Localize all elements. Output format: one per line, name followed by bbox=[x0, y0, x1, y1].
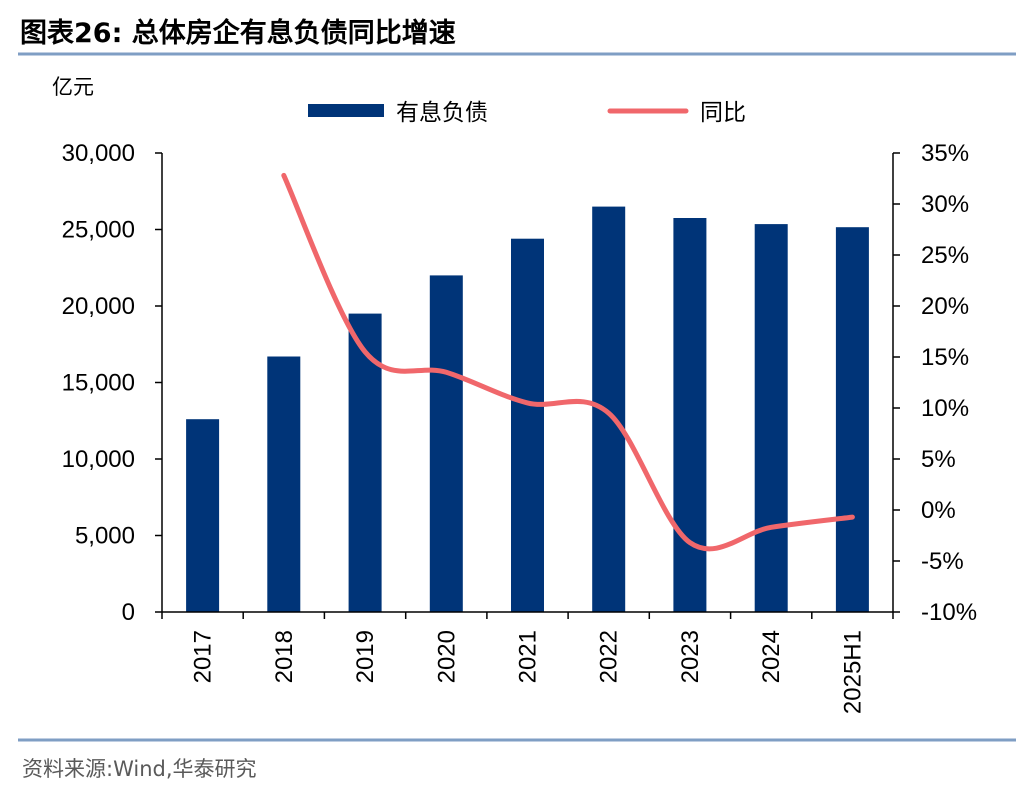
bar-2018 bbox=[267, 356, 301, 612]
x-label-2024: 2024 bbox=[758, 630, 785, 683]
x-label-2021: 2021 bbox=[515, 630, 542, 683]
right-tick-label: 10% bbox=[921, 395, 969, 422]
left-tick-label: 25,000 bbox=[62, 217, 135, 244]
right-axis-ticks: -10% -5% 0% 5% 10% 15% 20% 25% 30% 35% bbox=[893, 140, 977, 626]
x-label-2023: 2023 bbox=[677, 630, 704, 683]
bar-2024 bbox=[754, 224, 788, 612]
legend-bar-label: 有息负债 bbox=[396, 100, 488, 126]
x-label-2017: 2017 bbox=[190, 630, 217, 683]
bar-2022 bbox=[592, 206, 626, 612]
left-tick-label: 5,000 bbox=[75, 523, 135, 550]
x-label-2025H1: 2025H1 bbox=[839, 630, 866, 714]
right-tick-label: 20% bbox=[921, 293, 969, 320]
right-tick-label: -10% bbox=[921, 599, 977, 626]
x-axis-labels: 2017 2018 2019 2020 2021 2022 2023 2024 2025H1 bbox=[190, 630, 867, 714]
right-tick-label: 15% bbox=[921, 344, 969, 371]
x-label-2018: 2018 bbox=[271, 630, 298, 683]
yoy-growth-line bbox=[281, 172, 855, 552]
right-tick-label: 35% bbox=[921, 140, 969, 167]
left-axis-unit: 亿元 bbox=[52, 75, 94, 99]
bar-2017 bbox=[186, 419, 220, 612]
left-tick-label: 0 bbox=[122, 599, 135, 626]
left-axis-ticks: 0 5,000 10,000 15,000 20,000 25,000 30,000 bbox=[62, 140, 162, 626]
left-tick-label: 15,000 bbox=[62, 370, 135, 397]
line-series bbox=[281, 172, 855, 552]
legend: 有息负债 同比 bbox=[308, 100, 746, 126]
x-label-2022: 2022 bbox=[596, 630, 623, 683]
right-tick-label: 0% bbox=[921, 497, 956, 524]
left-tick-label: 30,000 bbox=[62, 140, 135, 167]
left-tick-label: 10,000 bbox=[62, 446, 135, 473]
x-label-2020: 2020 bbox=[433, 630, 460, 683]
bar-2019 bbox=[348, 313, 382, 612]
left-tick-label: 20,000 bbox=[62, 293, 135, 320]
right-tick-label: 30% bbox=[921, 191, 969, 218]
bar-2021 bbox=[511, 238, 544, 612]
legend-line-label: 同比 bbox=[700, 100, 746, 126]
source-note: 资料来源:Wind,华泰研究 bbox=[22, 757, 257, 781]
x-label-2019: 2019 bbox=[352, 630, 379, 683]
bar-2023 bbox=[673, 218, 707, 612]
right-tick-label: 25% bbox=[921, 242, 969, 269]
right-tick-label: -5% bbox=[921, 548, 964, 575]
bar-2020 bbox=[429, 275, 463, 612]
figure-title: 图表26: 总体房企有息负债同比增速 bbox=[20, 17, 456, 49]
bar-series bbox=[186, 206, 869, 612]
right-tick-label: 5% bbox=[921, 446, 956, 473]
bar-2025H1 bbox=[835, 227, 869, 612]
legend-bar-swatch bbox=[308, 104, 384, 117]
